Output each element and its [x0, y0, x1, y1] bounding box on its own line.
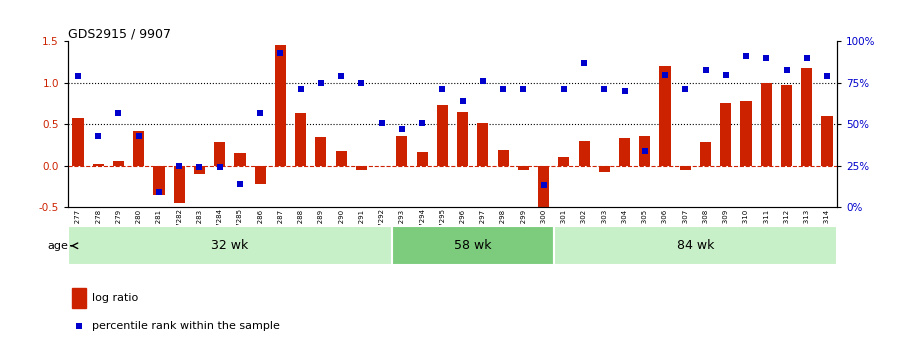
Text: 84 wk: 84 wk	[677, 239, 714, 252]
Bar	[392, 227, 554, 265]
Bar	[680, 166, 691, 170]
Bar	[71, 288, 86, 308]
Bar	[599, 166, 610, 172]
Bar	[477, 122, 489, 166]
Bar	[740, 101, 751, 166]
Bar	[72, 118, 83, 166]
Bar	[720, 103, 731, 166]
Bar	[822, 116, 833, 166]
Bar	[295, 114, 306, 166]
Bar	[700, 142, 711, 166]
Bar	[133, 131, 144, 166]
Text: 32 wk: 32 wk	[211, 239, 249, 252]
Bar	[578, 141, 590, 166]
Bar	[356, 166, 367, 170]
Bar	[174, 166, 185, 203]
Bar	[660, 66, 671, 166]
Bar	[336, 151, 347, 166]
Bar	[619, 138, 630, 166]
Text: GDS2915 / 9907: GDS2915 / 9907	[68, 27, 171, 40]
Bar	[538, 166, 549, 211]
Bar	[437, 105, 448, 166]
Bar	[639, 136, 651, 166]
Bar	[554, 227, 837, 265]
Bar	[254, 166, 266, 184]
Bar	[234, 153, 245, 166]
Bar	[558, 157, 569, 166]
Bar	[761, 83, 772, 166]
Bar	[275, 45, 286, 166]
Bar	[214, 142, 225, 166]
Bar	[92, 164, 104, 166]
Bar	[801, 68, 813, 166]
Bar	[781, 85, 792, 166]
Bar	[518, 166, 529, 170]
Bar	[68, 227, 392, 265]
Text: percentile rank within the sample: percentile rank within the sample	[92, 321, 281, 331]
Bar	[113, 161, 124, 166]
Bar	[396, 136, 407, 166]
Bar	[498, 150, 509, 166]
Bar	[315, 137, 327, 166]
Bar	[194, 166, 205, 174]
Text: age: age	[48, 241, 69, 251]
Bar	[457, 112, 468, 166]
Text: 58 wk: 58 wk	[454, 239, 491, 252]
Bar	[416, 151, 428, 166]
Text: log ratio: log ratio	[92, 293, 138, 303]
Bar	[154, 166, 165, 195]
